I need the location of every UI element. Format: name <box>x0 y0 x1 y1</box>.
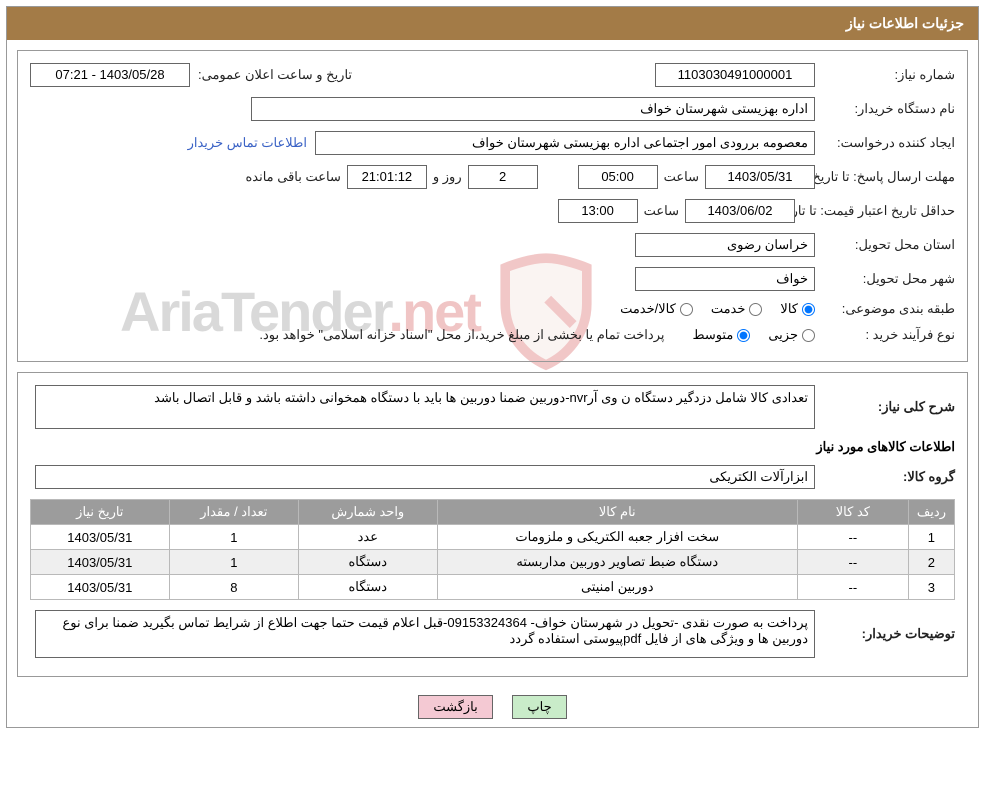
province-label: استان محل تحویل: <box>815 237 955 253</box>
announce-dt-value: 1403/05/28 - 07:21 <box>30 63 190 87</box>
table-cell: 1 <box>908 525 954 550</box>
deadline-time: 05:00 <box>578 165 658 189</box>
back-button[interactable]: بازگشت <box>418 695 492 719</box>
need-summary-section: شماره نیاز: 1103030491000001 تاریخ و ساع… <box>17 50 968 362</box>
need-no-value: 1103030491000001 <box>655 63 815 87</box>
deadline-label: مهلت ارسال پاسخ: تا تاریخ: <box>815 170 955 184</box>
col-header: واحد شمارش <box>298 500 437 525</box>
table-cell: دستگاه ضبط تصاویر دوربین مداربسته <box>437 550 797 575</box>
announce-dt-label: تاریخ و ساعت اعلان عمومی: <box>198 67 352 83</box>
deadline-remain-label: ساعت باقی مانده <box>245 169 340 185</box>
subject-class-label: طبقه بندی موضوعی: <box>815 301 955 317</box>
deadline-days: 2 <box>468 165 538 189</box>
table-cell: 8 <box>169 575 298 600</box>
table-cell: عدد <box>298 525 437 550</box>
city-value: خواف <box>635 267 815 291</box>
validity-date: 1403/06/02 <box>685 199 795 223</box>
requester-label: ایجاد کننده درخواست: <box>815 135 955 151</box>
radio-kala[interactable] <box>802 303 815 316</box>
buyer-note-label: توضیحات خریدار: <box>815 626 955 642</box>
table-cell: -- <box>797 575 908 600</box>
general-desc-value: تعدادی کالا شامل دزدگیر دستگاه ن وی آرnv… <box>35 385 815 429</box>
purchase-type-label: نوع فرآیند خرید : <box>815 327 955 343</box>
table-cell: 2 <box>908 550 954 575</box>
table-cell: 1403/05/31 <box>31 550 170 575</box>
col-header: تعداد / مقدار <box>169 500 298 525</box>
table-cell: 3 <box>908 575 954 600</box>
table-cell: -- <box>797 550 908 575</box>
group-value: ابزارآلات الکتریکی <box>35 465 815 489</box>
table-cell: سخت افزار جعبه الکتریکی و ملزومات <box>437 525 797 550</box>
buyer-contact-link[interactable]: اطلاعات تماس خریدار <box>188 135 307 151</box>
page-title: جزئیات اطلاعات نیاز <box>846 15 964 31</box>
page-title-bar: جزئیات اطلاعات نیاز <box>7 7 978 40</box>
city-label: شهر محل تحویل: <box>815 271 955 287</box>
deadline-time-label: ساعت <box>664 169 699 185</box>
buyer-org-value: اداره بهزیستی شهرستان خواف <box>251 97 815 121</box>
col-header: ردیف <box>908 500 954 525</box>
general-desc-label: شرح کلی نیاز: <box>815 399 955 415</box>
col-header: نام کالا <box>437 500 797 525</box>
buyer-org-label: نام دستگاه خریدار: <box>815 101 955 117</box>
table-cell: دستگاه <box>298 550 437 575</box>
validity-time-label: ساعت <box>644 203 679 219</box>
table-cell: دستگاه <box>298 575 437 600</box>
table-row: 2--دستگاه ضبط تصاویر دوربین مداربستهدستگ… <box>31 550 955 575</box>
table-cell: 1 <box>169 525 298 550</box>
goods-table: ردیفکد کالانام کالاواحد شمارشتعداد / مقد… <box>30 499 955 600</box>
radio-both[interactable] <box>680 303 693 316</box>
page-container: جزئیات اطلاعات نیاز AriaTender.net شماره… <box>6 6 979 728</box>
radio-jozei-label: جزیی <box>768 327 798 343</box>
table-row: 3--دوربین امنیتیدستگاه81403/05/31 <box>31 575 955 600</box>
deadline-remain: 21:01:12 <box>347 165 427 189</box>
table-cell: دوربین امنیتی <box>437 575 797 600</box>
validity-label: حداقل تاریخ اعتبار قیمت: تا تاریخ: <box>795 204 955 218</box>
table-cell: -- <box>797 525 908 550</box>
table-cell: 1 <box>169 550 298 575</box>
buyer-note-value: پرداخت به صورت نقدی -تحویل در شهرستان خو… <box>35 610 815 658</box>
radio-khadamat-label: خدمت <box>711 301 746 317</box>
need-detail-section: شرح کلی نیاز: تعدادی کالا شامل دزدگیر دس… <box>17 372 968 677</box>
radio-motavaset[interactable] <box>737 329 750 342</box>
requester-value: معصومه بررودی امور اجتماعی اداره بهزیستی… <box>315 131 815 155</box>
deadline-days-label: روز و <box>433 169 462 185</box>
col-header: کد کالا <box>797 500 908 525</box>
purchase-note: پرداخت تمام یا بخشی از مبلغ خرید،از محل … <box>259 327 664 343</box>
radio-khadamat[interactable] <box>749 303 762 316</box>
goods-info-title: اطلاعات کالاهای مورد نیاز <box>30 439 955 455</box>
deadline-date: 1403/05/31 <box>705 165 815 189</box>
goods-table-body: 1--سخت افزار جعبه الکتریکی و ملزوماتعدد1… <box>31 525 955 600</box>
radio-kala-label: کالا <box>780 301 798 317</box>
table-cell: 1403/05/31 <box>31 575 170 600</box>
table-row: 1--سخت افزار جعبه الکتریکی و ملزوماتعدد1… <box>31 525 955 550</box>
radio-both-label: کالا/خدمت <box>620 301 676 317</box>
goods-table-header: ردیفکد کالانام کالاواحد شمارشتعداد / مقد… <box>31 500 955 525</box>
radio-jozei[interactable] <box>802 329 815 342</box>
col-header: تاریخ نیاز <box>31 500 170 525</box>
button-bar: چاپ بازگشت <box>7 687 978 727</box>
print-button[interactable]: چاپ <box>512 695 566 719</box>
validity-time: 13:00 <box>558 199 638 223</box>
need-no-label: شماره نیاز: <box>815 67 955 83</box>
province-value: خراسان رضوی <box>635 233 815 257</box>
radio-motavaset-label: متوسط <box>692 327 733 343</box>
table-cell: 1403/05/31 <box>31 525 170 550</box>
group-label: گروه کالا: <box>815 469 955 485</box>
